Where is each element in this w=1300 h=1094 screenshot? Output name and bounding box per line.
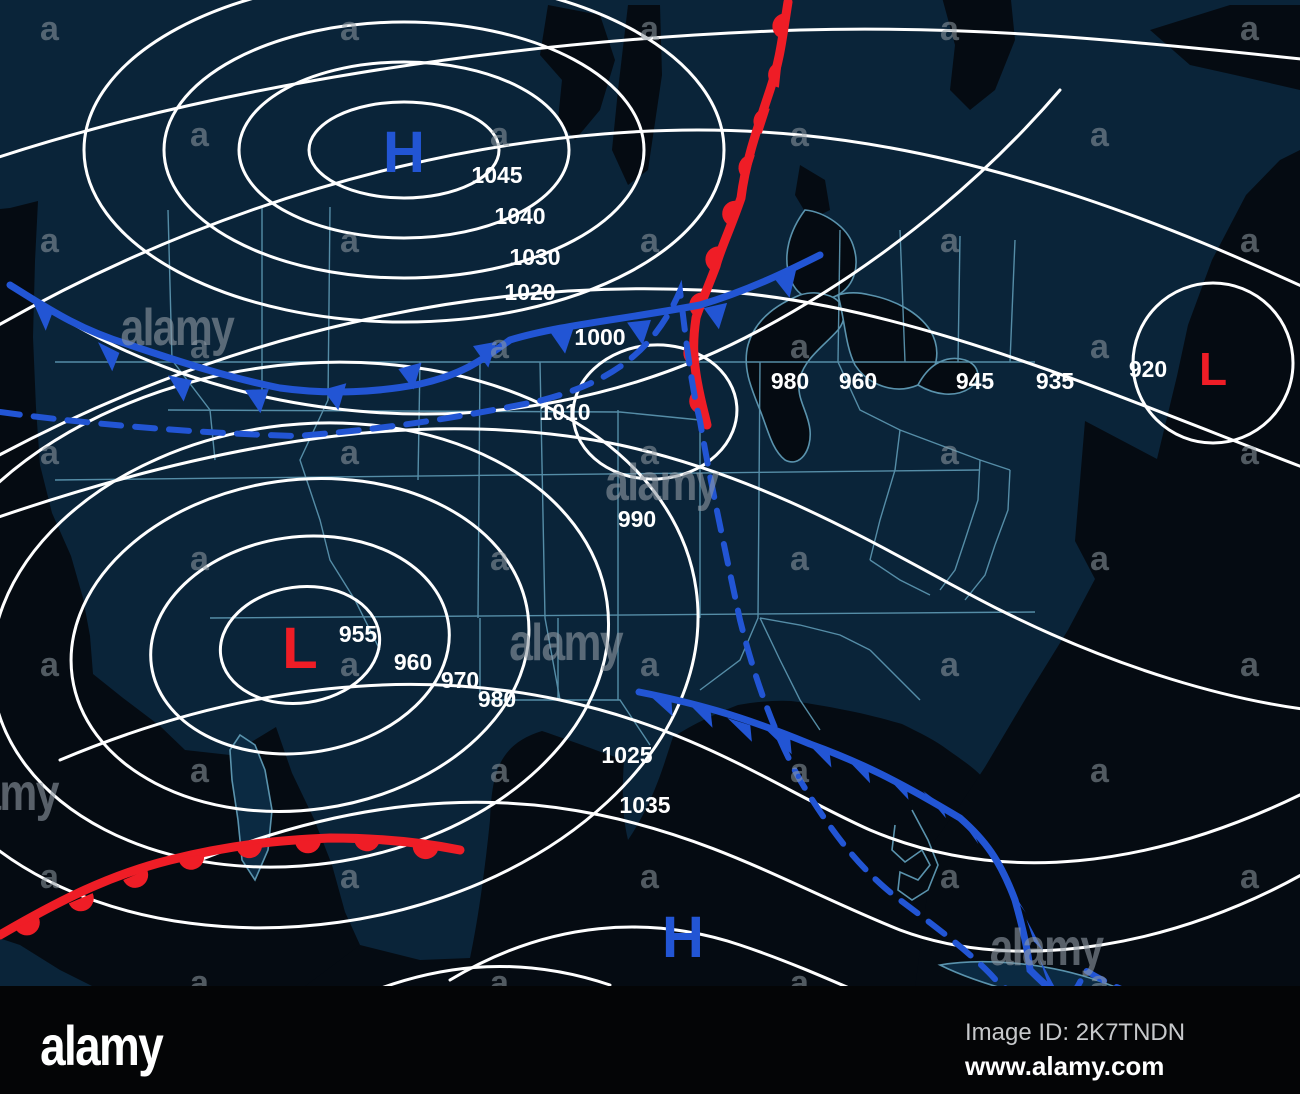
svg-text:Image ID: 2K7TNDN: Image ID: 2K7TNDN (965, 1019, 1185, 1046)
svg-text:alamy: alamy (121, 299, 236, 357)
svg-text:alamy: alamy (0, 764, 60, 822)
svg-text:alamy: alamy (40, 1015, 164, 1077)
svg-text:www.alamy.com: www.alamy.com (964, 1051, 1164, 1081)
svg-text:alamy: alamy (990, 919, 1105, 977)
svg-text:alamy: alamy (509, 614, 624, 672)
svg-text:alamy: alamy (605, 454, 720, 512)
